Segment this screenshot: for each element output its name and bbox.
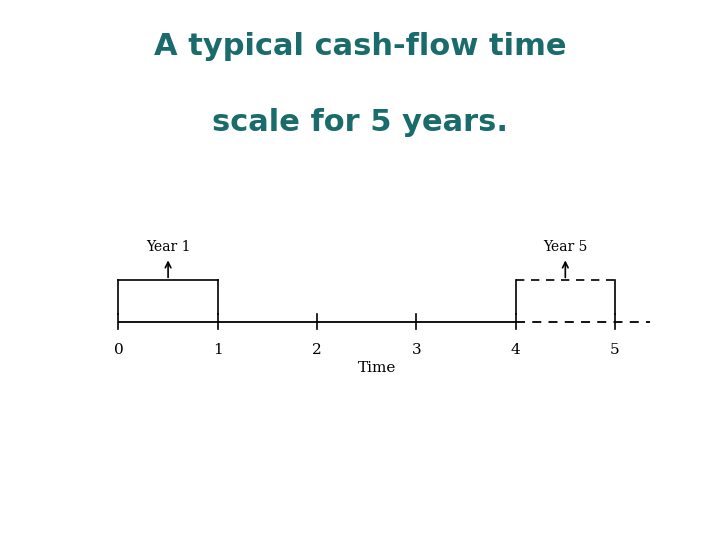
Text: 0: 0: [114, 343, 123, 357]
Text: 2: 2: [312, 343, 322, 357]
Text: scale for 5 years.: scale for 5 years.: [212, 108, 508, 137]
Text: 3: 3: [412, 343, 421, 357]
Text: Year 1: Year 1: [146, 240, 190, 254]
Text: Time: Time: [357, 361, 396, 375]
Text: Year 5: Year 5: [543, 240, 588, 254]
Text: 4: 4: [510, 343, 521, 357]
Text: 1: 1: [213, 343, 222, 357]
Text: 5: 5: [610, 343, 620, 357]
Text: A typical cash-flow time: A typical cash-flow time: [154, 32, 566, 62]
